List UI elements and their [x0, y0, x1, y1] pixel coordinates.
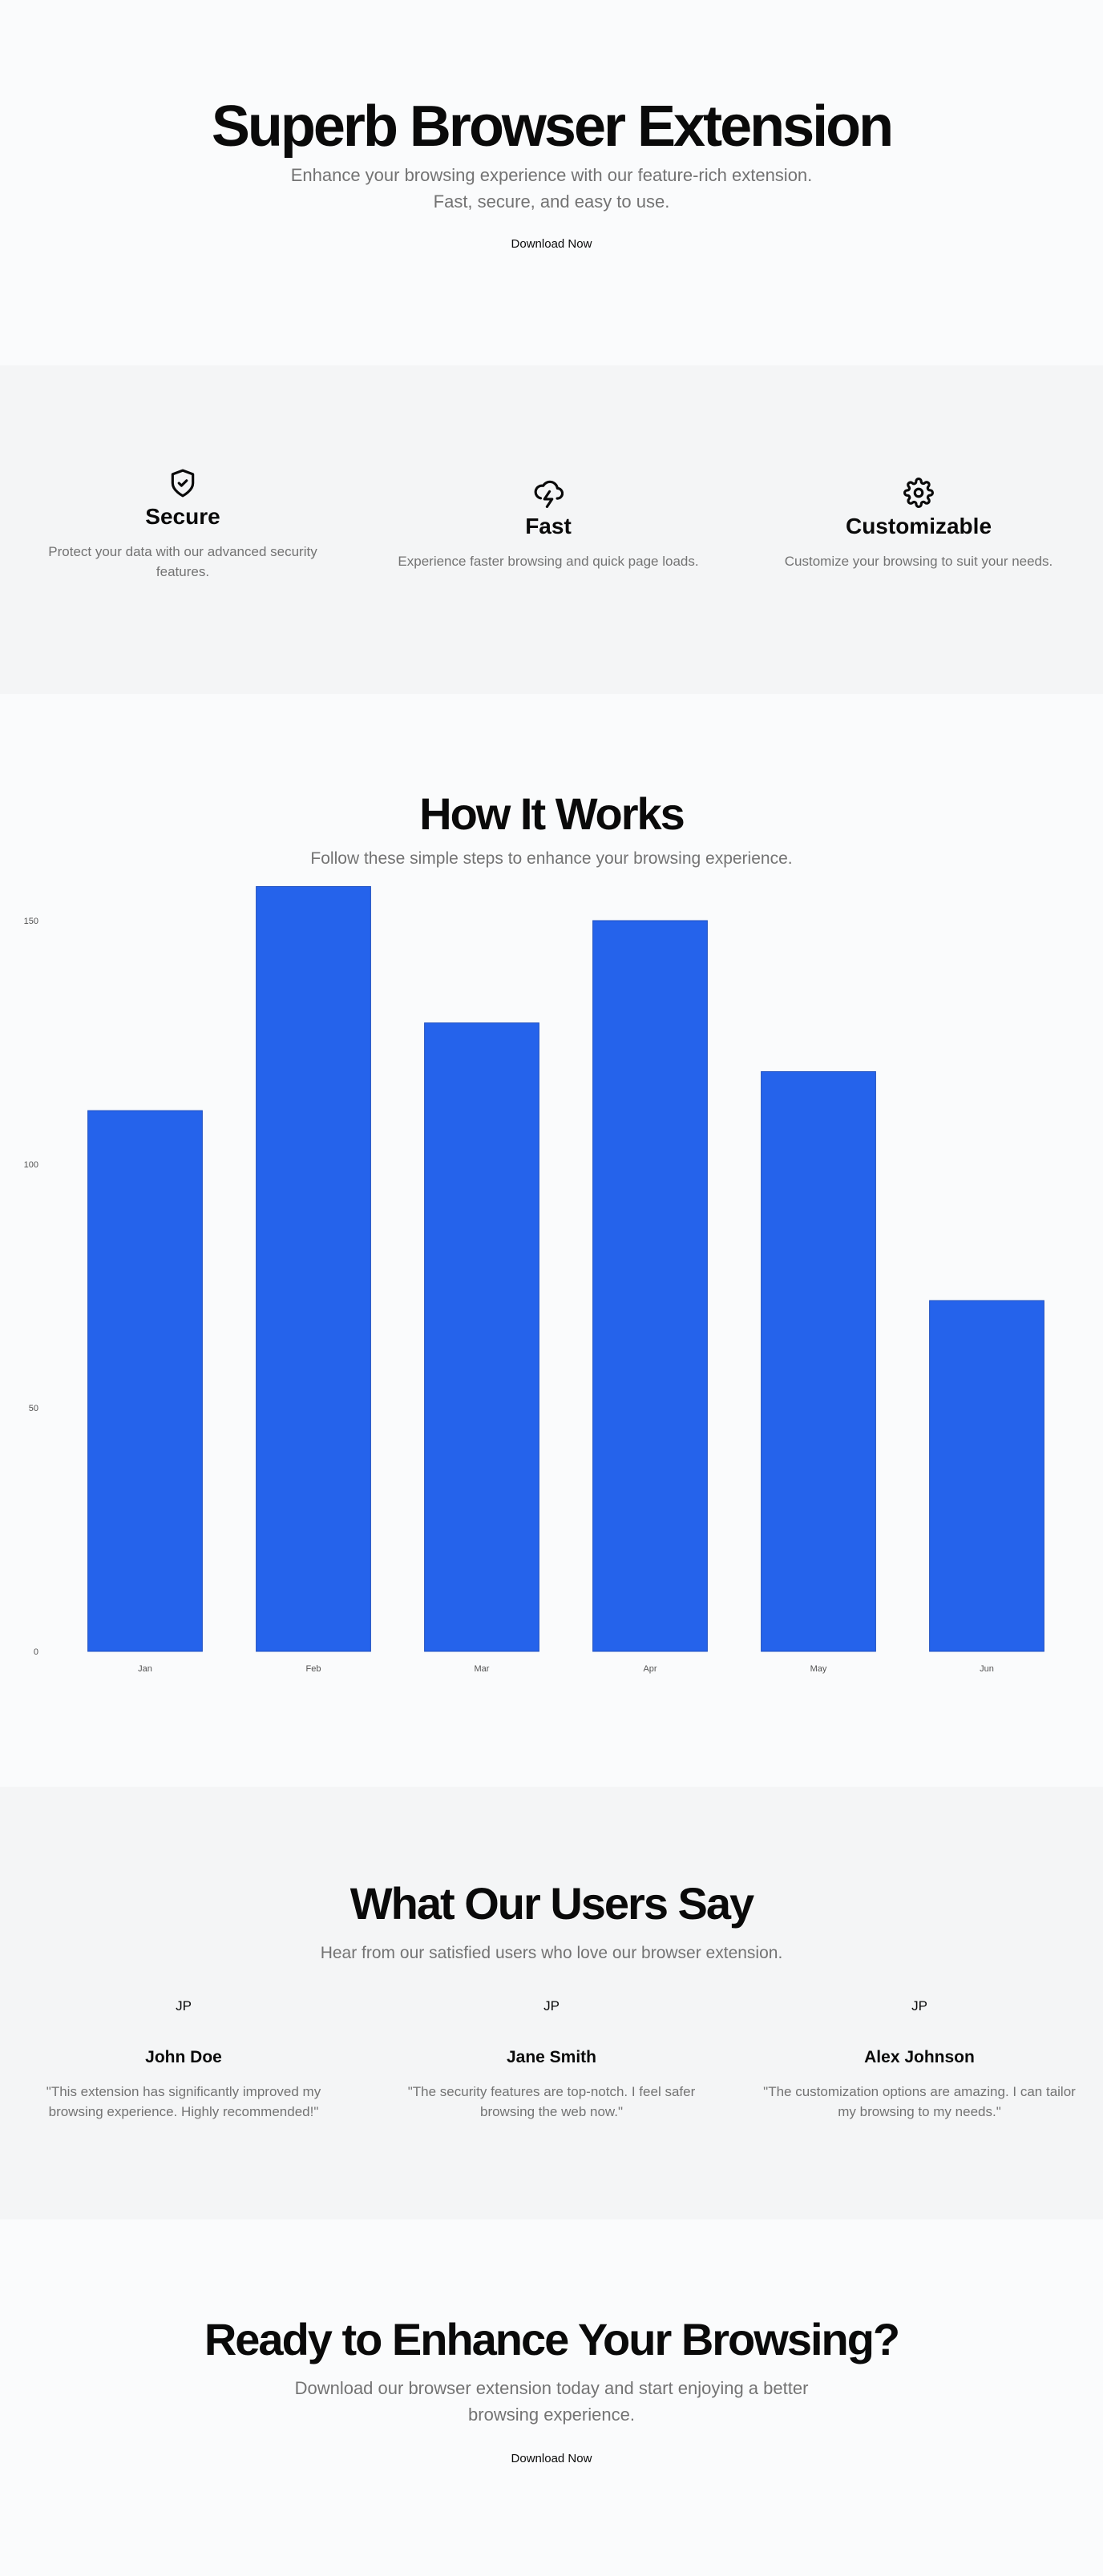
bar-apr [592, 920, 708, 1652]
feature-description: Customize your browsing to suit your nee… [784, 554, 1053, 569]
testimonials-subtitle: Hear from our satisfied users who love o… [320, 1944, 783, 1962]
y-tick-label: 50 [29, 1404, 38, 1413]
testimonials-section: What Our Users Say Hear from our satisfi… [0, 1787, 1103, 2219]
cta-subtitle: Download our browser extension today and… [294, 2378, 809, 2425]
hero-section: Superb Browser Extension Enhance your br… [0, 0, 1103, 365]
avatar: JP [543, 1998, 560, 2014]
bar-chart: 0 50 100 150 Jan Feb Mar Apr May Jun [24, 885, 1044, 1674]
avatar: JP [911, 1998, 927, 2014]
feature-description: Protect your data with our advanced secu… [48, 544, 317, 579]
testimonial-quote: "The customization options are amazing. … [763, 2084, 1076, 2119]
x-tick-label: Mar [475, 1664, 490, 1674]
x-tick-label: Feb [306, 1664, 321, 1674]
bar-jan [87, 1110, 203, 1652]
hero-subtitle: Enhance your browsing experience with ou… [290, 165, 813, 212]
feature-fast: Fast Experience faster browsing and quic… [396, 478, 701, 571]
gear-icon [903, 478, 934, 508]
hero-title: Superb Browser Extension [211, 95, 894, 159]
testimonial-card: JP Jane Smith "The security features are… [391, 1998, 712, 2122]
feature-secure: Secure Protect your data with our advanc… [30, 468, 335, 582]
testimonial-quote: "This extension has significantly improv… [46, 2084, 321, 2119]
y-tick-label: 0 [34, 1647, 38, 1657]
testimonial-card: JP Alex Johnson "The customization optio… [759, 1998, 1080, 2122]
avatar: JP [176, 1998, 192, 2014]
x-tick-label: Jan [138, 1664, 152, 1674]
feature-title: Secure [145, 504, 220, 529]
feature-title: Fast [525, 514, 572, 538]
how-it-works-section: How It Works Follow these simple steps t… [0, 694, 1103, 1787]
y-tick-label: 150 [24, 917, 38, 926]
cta-title: Ready to Enhance Your Browsing? [204, 2314, 900, 2364]
cloud-lightning-icon [534, 480, 564, 508]
shield-check-icon [171, 469, 195, 498]
hero-download-button[interactable]: Download Now [511, 237, 592, 251]
x-tick-label: Jun [980, 1664, 994, 1674]
how-title: How It Works [419, 788, 685, 839]
cta-download-button[interactable]: Download Now [511, 2452, 592, 2465]
feature-description: Experience faster browsing and quick pag… [398, 554, 699, 569]
bar-jun [929, 1300, 1044, 1652]
bar-feb [256, 885, 371, 1652]
y-tick-label: 100 [24, 1160, 38, 1170]
feature-title: Customizable [845, 514, 992, 538]
cta-section: Ready to Enhance Your Browsing? Download… [0, 2219, 1103, 2576]
x-tick-label: Apr [643, 1664, 657, 1674]
feature-customizable: Customizable Customize your browsing to … [766, 478, 1071, 571]
how-subtitle: Follow these simple steps to enhance you… [310, 849, 793, 868]
x-tick-label: May [810, 1664, 827, 1674]
features-section: Secure Protect your data with our advanc… [0, 365, 1103, 694]
testimonial-name: John Doe [145, 2048, 222, 2066]
testimonial-quote: "The security features are top-notch. I … [407, 2084, 696, 2119]
testimonial-card: JP John Doe "This extension has signific… [23, 1998, 344, 2122]
bar-mar [424, 1022, 539, 1652]
testimonials-title: What Our Users Say [349, 1878, 754, 1929]
bar-may [761, 1070, 876, 1652]
testimonial-name: Alex Johnson [864, 2048, 975, 2066]
testimonial-name: Jane Smith [506, 2048, 597, 2066]
